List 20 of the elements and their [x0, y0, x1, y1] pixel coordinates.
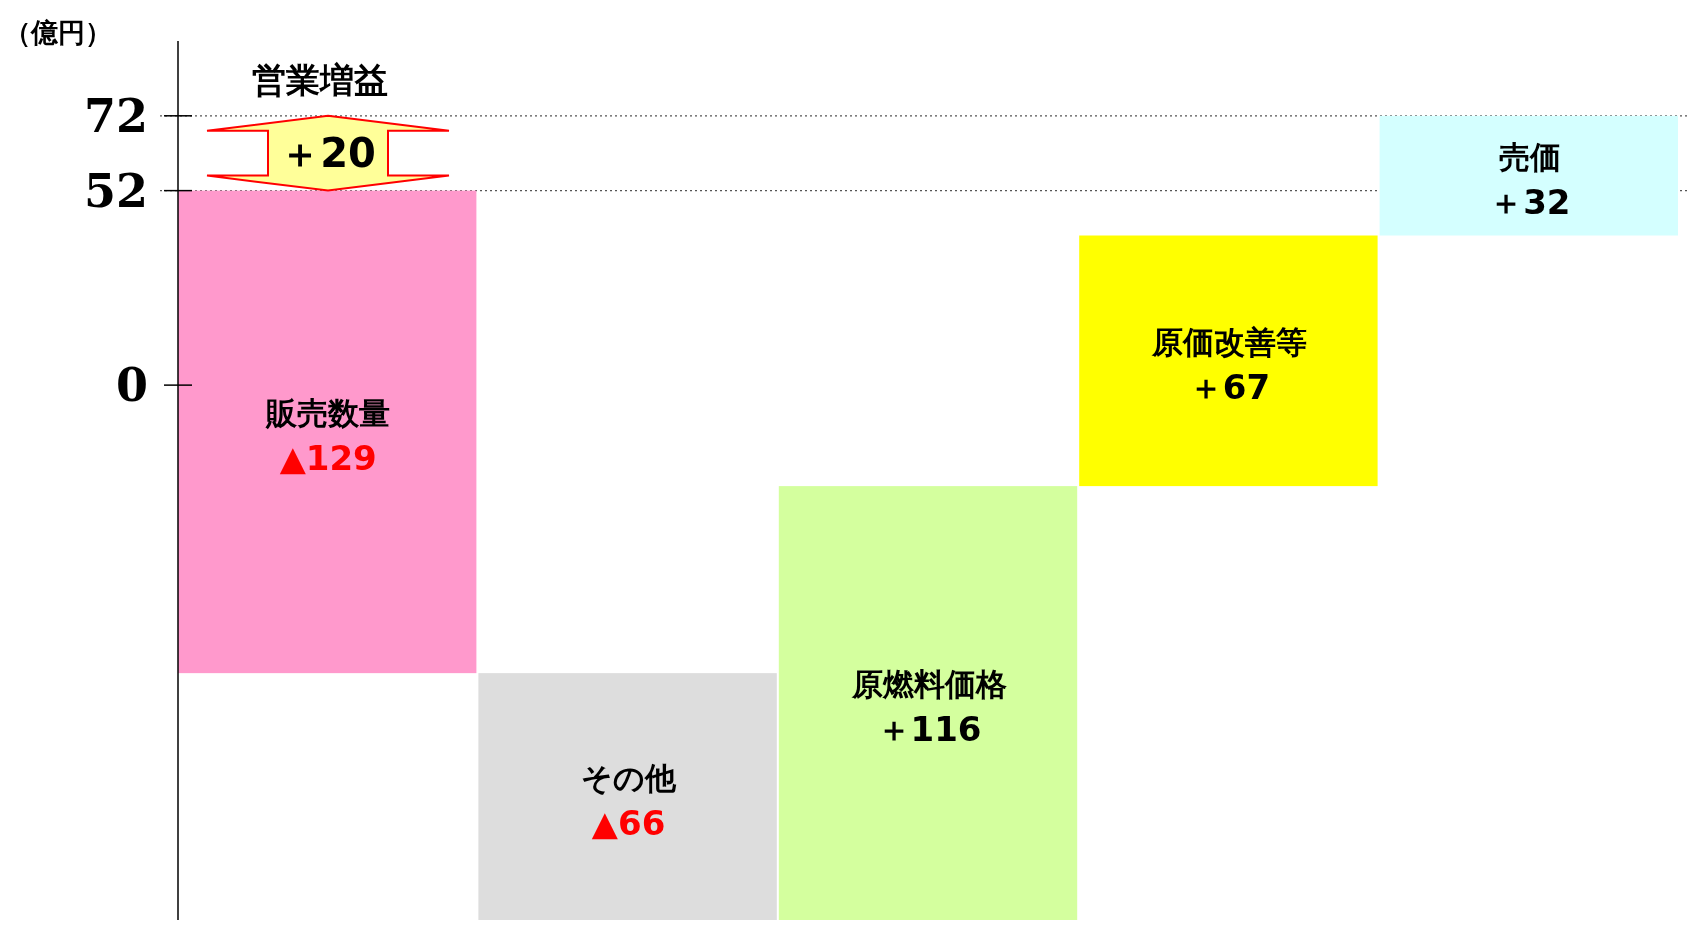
y-tick-label: 52	[83, 163, 148, 218]
y-tick-label: 0	[115, 358, 148, 413]
y-tick-label: 72	[83, 88, 148, 143]
bar: その他 ▲66	[478, 673, 777, 920]
data-label: ▲129	[279, 437, 377, 478]
x-tick-label: 原燃料価格	[850, 666, 1007, 703]
data-label: ＋67	[1188, 366, 1271, 407]
bar: 販売数量 ▲129	[178, 190, 477, 674]
x-tick-label: 原価改善等	[1150, 323, 1307, 360]
data-label: ＋32	[1489, 181, 1571, 222]
annotation: ＋20	[280, 130, 376, 177]
bar: 原価改善等 ＋67	[1079, 235, 1378, 487]
bar: 売価 ＋32	[1379, 115, 1678, 236]
data-label: ＋116	[876, 709, 982, 750]
x-tick-label: 販売数量	[265, 394, 391, 431]
data-label: ▲66	[591, 802, 666, 843]
x-tick-label: その他	[581, 759, 678, 796]
annotation: 営業増益	[252, 60, 388, 100]
bar: 原燃料価格 ＋116	[778, 486, 1078, 920]
x-tick-label: 売価	[1498, 138, 1561, 175]
